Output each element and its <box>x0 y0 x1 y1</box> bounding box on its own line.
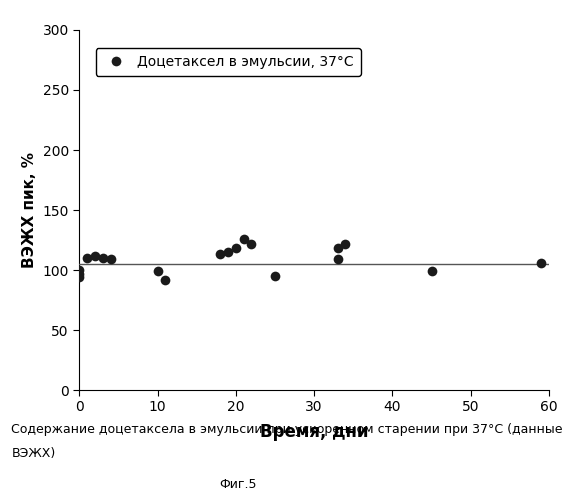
X-axis label: Время, дни: Время, дни <box>260 423 368 441</box>
Point <box>271 272 280 280</box>
Point <box>75 266 84 274</box>
Point <box>333 244 342 252</box>
Text: ВЭЖХ): ВЭЖХ) <box>11 448 55 460</box>
Point <box>75 273 84 281</box>
Point <box>216 250 225 258</box>
Y-axis label: ВЭЖХ пик, %: ВЭЖХ пик, % <box>22 152 37 268</box>
Point <box>224 248 233 256</box>
Text: Фиг.5: Фиг.5 <box>219 478 256 490</box>
Point <box>106 255 115 263</box>
Text: Содержание доцетаксела в эмульсии при ускоренном старении при 37°C (данные: Содержание доцетаксела в эмульсии при ус… <box>11 422 563 436</box>
Point <box>247 240 256 248</box>
Point <box>98 254 108 262</box>
Point <box>153 267 162 275</box>
Point <box>231 244 241 252</box>
Point <box>239 235 248 243</box>
Legend: Доцетаксел в эмульсии, 37°C: Доцетаксел в эмульсии, 37°C <box>96 48 361 76</box>
Point <box>83 254 92 262</box>
Point <box>75 270 84 278</box>
Point <box>341 240 350 248</box>
Point <box>537 259 546 267</box>
Point <box>91 252 100 260</box>
Point <box>333 255 342 263</box>
Point <box>161 276 170 283</box>
Point <box>427 267 436 275</box>
